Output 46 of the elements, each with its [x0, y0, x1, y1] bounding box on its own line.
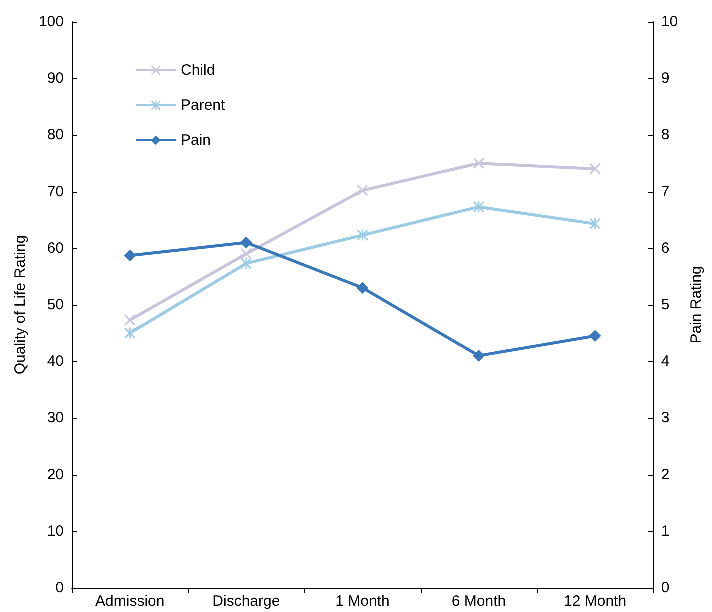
point: [590, 218, 601, 230]
point: [472, 350, 485, 362]
point: [240, 236, 252, 249]
y2-tick-label: 5: [661, 296, 670, 314]
y2-tick-label: 1: [661, 522, 670, 540]
point: [473, 202, 484, 213]
y-axis-title: Quality of Life Rating: [12, 235, 30, 375]
y-tick-label: 60: [47, 240, 64, 257]
y-tick-label: 90: [47, 70, 64, 88]
y-tick-label: 0: [56, 580, 64, 596]
legend-label: Child: [181, 62, 216, 79]
y-tick-label: 20: [47, 466, 64, 484]
y2-tick-label: 6: [661, 240, 670, 257]
y-tick-label: 10: [47, 522, 64, 540]
legend-label: Pain: [181, 132, 212, 149]
y-tick-label: 50: [47, 296, 64, 314]
point: [473, 158, 484, 169]
legend-label: Parent: [181, 97, 226, 114]
point: [357, 230, 368, 241]
point: [124, 328, 136, 339]
point: [589, 330, 602, 342]
y2-tick-label: 8: [661, 126, 670, 144]
y2-tick-label: 10: [661, 14, 678, 30]
x-tick-label: 1 Month: [336, 593, 390, 610]
y2-axis-title: Pain Rating: [688, 266, 705, 344]
y2-tick-label: 4: [661, 353, 670, 370]
point: [240, 248, 252, 260]
y2-tick-label: 9: [661, 70, 670, 88]
point: [357, 185, 368, 196]
y2-tick-label: 2: [661, 466, 670, 484]
y2-tick-label: 3: [661, 410, 670, 427]
point: [590, 164, 601, 175]
x-tick-label: Discharge: [212, 593, 280, 610]
x-tick-label: 6 Month: [452, 593, 506, 610]
x-tick-label: Admission: [96, 593, 165, 610]
y2-tick-label: 7: [661, 183, 670, 200]
y-tick-label: 70: [47, 183, 64, 200]
y-tick-label: 30: [47, 410, 64, 427]
y-tick-label: 40: [47, 353, 64, 370]
y-tick-label: 80: [47, 126, 64, 144]
x-tick-label: 12 Month: [564, 593, 627, 610]
point: [124, 314, 136, 326]
y-tick-label: 100: [38, 14, 64, 30]
point: [356, 282, 369, 294]
point: [124, 250, 136, 262]
y2-tick-label: 0: [661, 580, 670, 596]
